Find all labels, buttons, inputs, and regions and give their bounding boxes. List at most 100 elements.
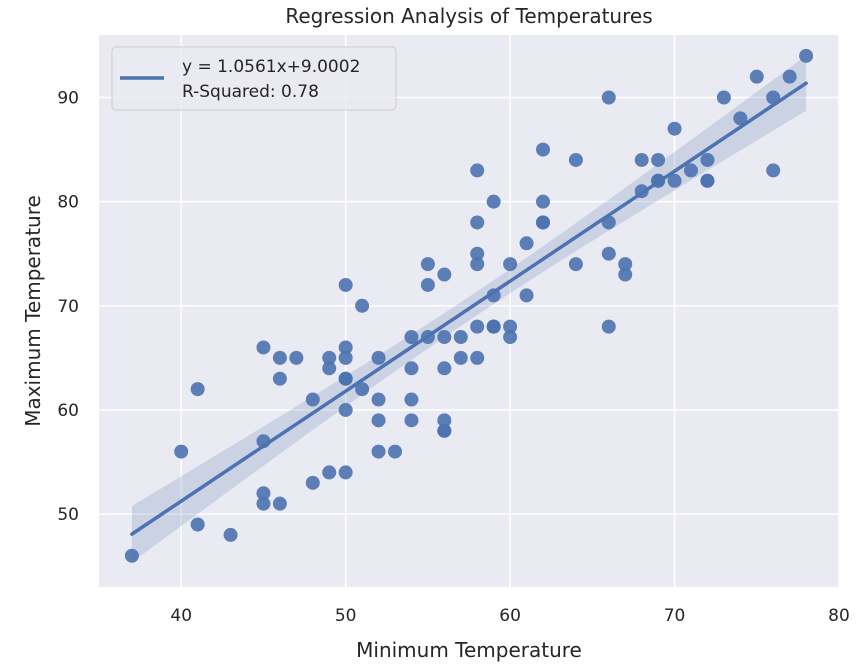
data-point bbox=[667, 173, 682, 188]
data-point bbox=[486, 319, 501, 334]
y-tick-label: 80 bbox=[57, 193, 79, 213]
data-point bbox=[437, 413, 452, 428]
data-point bbox=[568, 257, 583, 272]
data-point bbox=[700, 173, 715, 188]
data-point bbox=[766, 163, 781, 178]
data-point bbox=[503, 330, 518, 345]
data-point bbox=[716, 90, 731, 105]
data-point bbox=[700, 152, 715, 167]
legend-equation: y = 1.0561x+9.0002 bbox=[182, 57, 360, 77]
data-point bbox=[651, 152, 666, 167]
data-point bbox=[355, 382, 370, 397]
data-point bbox=[190, 382, 205, 397]
data-point bbox=[634, 152, 649, 167]
data-point bbox=[782, 69, 797, 84]
data-point bbox=[355, 298, 370, 313]
data-point bbox=[453, 330, 468, 345]
data-point bbox=[322, 361, 337, 376]
data-point bbox=[371, 444, 386, 459]
data-point bbox=[371, 350, 386, 365]
data-point bbox=[503, 257, 518, 272]
tick-labels: 40 50 60 70 80 50 60 70 80 90 bbox=[57, 88, 849, 626]
x-tick-label: 50 bbox=[335, 606, 357, 626]
data-point bbox=[305, 392, 320, 407]
data-point bbox=[601, 319, 616, 334]
y-tick-label: 50 bbox=[57, 505, 79, 525]
data-point bbox=[124, 548, 139, 563]
data-point bbox=[536, 215, 550, 230]
data-point bbox=[618, 267, 633, 282]
data-point bbox=[453, 350, 468, 365]
plot-area bbox=[99, 35, 839, 587]
data-point bbox=[404, 330, 419, 345]
legend: y = 1.0561x+9.0002 R-Squared: 0.78 bbox=[111, 46, 397, 111]
data-point bbox=[601, 246, 616, 261]
data-point bbox=[420, 257, 435, 272]
data-point bbox=[272, 496, 287, 511]
y-tick-label: 70 bbox=[57, 297, 79, 317]
data-point bbox=[437, 423, 452, 438]
data-point bbox=[404, 392, 419, 407]
data-point bbox=[272, 371, 287, 386]
data-point bbox=[174, 444, 189, 459]
data-point bbox=[338, 402, 353, 417]
data-point bbox=[322, 465, 337, 480]
x-tick-label: 40 bbox=[170, 606, 192, 626]
data-point bbox=[437, 361, 452, 376]
data-point bbox=[338, 277, 353, 292]
data-point bbox=[404, 413, 419, 428]
regression-line bbox=[130, 81, 808, 536]
data-point bbox=[420, 277, 435, 292]
x-tick-label: 80 bbox=[828, 606, 850, 626]
data-point bbox=[338, 465, 353, 480]
data-point bbox=[338, 371, 353, 386]
data-point bbox=[519, 288, 534, 303]
legend-r-squared: R-Squared: 0.78 bbox=[182, 82, 319, 102]
data-point bbox=[470, 350, 485, 365]
data-point bbox=[437, 330, 452, 345]
data-point bbox=[470, 163, 485, 178]
data-point bbox=[322, 350, 337, 365]
data-point bbox=[256, 340, 271, 355]
data-point bbox=[190, 517, 205, 532]
data-point bbox=[749, 69, 764, 84]
data-point bbox=[733, 111, 748, 126]
data-point bbox=[470, 215, 485, 230]
data-point bbox=[601, 90, 616, 105]
data-point bbox=[256, 486, 271, 501]
data-point bbox=[470, 257, 485, 272]
data-point bbox=[667, 121, 682, 136]
x-tick-label: 60 bbox=[499, 606, 521, 626]
data-point bbox=[470, 246, 485, 261]
data-point bbox=[437, 267, 452, 282]
data-point bbox=[536, 142, 550, 157]
data-point bbox=[536, 194, 550, 209]
y-axis-label: Maximum Temperature bbox=[21, 195, 45, 427]
data-point bbox=[338, 340, 353, 355]
data-points bbox=[124, 48, 814, 563]
x-tick-label: 70 bbox=[664, 606, 686, 626]
data-point bbox=[371, 392, 386, 407]
data-point bbox=[388, 444, 402, 459]
data-point bbox=[338, 350, 353, 365]
legend-box bbox=[111, 46, 397, 111]
data-point bbox=[404, 361, 419, 376]
data-point bbox=[371, 413, 386, 428]
data-point bbox=[305, 475, 320, 490]
data-point bbox=[618, 257, 633, 272]
data-point bbox=[223, 527, 238, 542]
y-tick-label: 60 bbox=[57, 401, 79, 421]
data-point bbox=[272, 350, 287, 365]
chart-title: Regression Analysis of Temperatures bbox=[285, 4, 652, 28]
data-point bbox=[684, 163, 698, 178]
y-tick-label: 90 bbox=[57, 88, 79, 108]
data-point bbox=[568, 152, 583, 167]
data-point bbox=[486, 194, 501, 209]
grid bbox=[99, 35, 840, 587]
x-axis-label: Minimum Temperature bbox=[356, 638, 582, 662]
data-point bbox=[799, 48, 814, 63]
data-point bbox=[256, 496, 271, 511]
data-point bbox=[503, 319, 518, 334]
data-point bbox=[470, 319, 485, 334]
